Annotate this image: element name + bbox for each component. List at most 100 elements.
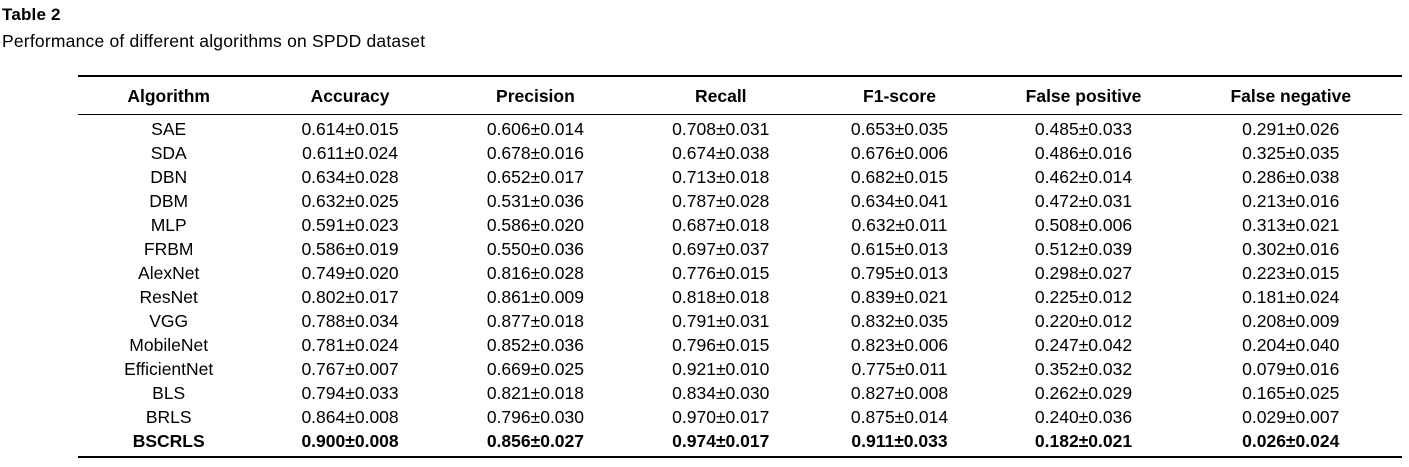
algorithm-name: DBN	[150, 167, 188, 187]
column-header: Recall	[694, 86, 747, 106]
metric-value: 0.586±0.019	[301, 239, 399, 259]
metric-value: 0.213±0.016	[1242, 191, 1340, 211]
algorithm-name: EfficientNet	[124, 359, 214, 379]
header-row: Algorithm Accuracy Precision Recall F1-score…	[78, 76, 1402, 115]
table-row: EfficientNet 0.767±0.007 0.669±0.025 0.921±…	[78, 357, 1402, 381]
metric-value: 0.827±0.008	[850, 383, 949, 403]
algorithm-name: AlexNet	[138, 263, 200, 283]
metric-value: 0.682±0.015	[850, 167, 949, 187]
metric-value: 0.611±0.024	[302, 143, 399, 163]
column-header: False positive	[1025, 86, 1142, 106]
metric-value: 0.531±0.036	[486, 191, 585, 211]
metric-value: 0.856±0.027	[486, 431, 585, 451]
metric-value: 0.861±0.009	[486, 287, 585, 307]
metric-value: 0.029±0.007	[1242, 407, 1340, 427]
metric-value: 0.352±0.032	[1034, 359, 1133, 379]
metric-value: 0.225±0.012	[1034, 287, 1133, 307]
metric-value: 0.632±0.025	[301, 191, 399, 211]
metric-value: 0.606±0.014	[486, 119, 585, 139]
metric-value: 0.247±0.042	[1034, 335, 1133, 355]
metric-value: 0.165±0.025	[1242, 383, 1340, 403]
metric-value: 0.781±0.024	[301, 335, 399, 355]
metric-value: 0.900±0.008	[301, 431, 399, 451]
metric-value: 0.911±0.033	[851, 431, 948, 451]
column-header: Precision	[496, 86, 575, 106]
algorithm-name: FRBM	[143, 239, 194, 259]
metric-value: 0.634±0.041	[850, 191, 949, 211]
table-row: DBN 0.634±0.028 0.652±0.017 0.713±0.018 0.68…	[78, 165, 1402, 189]
algorithm-name: BSCRLS	[132, 431, 205, 451]
table-head: Algorithm Accuracy Precision Recall F1-score…	[78, 76, 1402, 115]
table-row: MLP 0.591±0.023 0.586±0.020 0.687±0.018 0.63…	[78, 213, 1402, 237]
metric-value: 0.508±0.006	[1034, 215, 1133, 235]
metric-value: 0.708±0.031	[672, 119, 770, 139]
metric-value: 0.816±0.028	[486, 263, 585, 283]
metric-value: 0.302±0.016	[1242, 239, 1340, 259]
metric-value: 0.325±0.035	[1242, 143, 1340, 163]
column-header: Accuracy	[310, 86, 390, 106]
metric-value: 0.676±0.006	[850, 143, 949, 163]
metric-value: 0.674±0.038	[672, 143, 770, 163]
metric-value: 0.240±0.036	[1034, 407, 1133, 427]
algorithm-name: VGG	[149, 311, 189, 331]
metric-value: 0.877±0.018	[486, 311, 585, 331]
metric-value: 0.181±0.024	[1242, 287, 1340, 307]
algorithm-name: ResNet	[139, 287, 198, 307]
metric-value: 0.791±0.031	[672, 311, 770, 331]
metric-value: 0.839±0.021	[850, 287, 949, 307]
metric-value: 0.634±0.028	[301, 167, 399, 187]
algorithm-name: BRLS	[145, 407, 192, 427]
metric-value: 0.697±0.037	[672, 239, 770, 259]
metric-value: 0.462±0.014	[1034, 167, 1133, 187]
table-row: AlexNet 0.749±0.020 0.816±0.028 0.776±0.015…	[78, 261, 1402, 285]
algorithm-name: BLS	[152, 383, 186, 403]
table-row: BSCRLS 0.900±0.008 0.856±0.027 0.974±0.017 0…	[78, 429, 1402, 457]
metric-value: 0.653±0.035	[850, 119, 949, 139]
metric-value: 0.298±0.027	[1034, 263, 1133, 283]
table-row: FRBM 0.586±0.019 0.550±0.036 0.697±0.037 0.6…	[78, 237, 1402, 261]
metric-value: 0.208±0.009	[1242, 311, 1340, 331]
metric-value: 0.818±0.018	[672, 287, 770, 307]
metric-value: 0.823±0.006	[850, 335, 949, 355]
table-row: BLS 0.794±0.033 0.821±0.018 0.834±0.030 0.82…	[78, 381, 1402, 405]
algorithm-name: MLP	[150, 215, 187, 235]
metric-value: 0.802±0.017	[301, 287, 399, 307]
metric-value: 0.713±0.018	[672, 167, 770, 187]
metric-value: 0.632±0.011	[851, 215, 948, 235]
metric-value: 0.485±0.033	[1034, 119, 1133, 139]
results-table: Algorithm Accuracy Precision Recall F1-score…	[78, 75, 1402, 458]
metric-value: 0.852±0.036	[486, 335, 585, 355]
metric-value: 0.614±0.015	[301, 119, 399, 139]
metric-value: 0.472±0.031	[1034, 191, 1133, 211]
algorithm-name: MobileNet	[129, 335, 209, 355]
table-row: BRLS 0.864±0.008 0.796±0.030 0.970±0.017 0.8…	[78, 405, 1402, 429]
metric-value: 0.182±0.021	[1034, 431, 1133, 451]
metric-value: 0.970±0.017	[672, 407, 770, 427]
table-row: MobileNet 0.781±0.024 0.852±0.036 0.796±0.0…	[78, 333, 1402, 357]
metric-value: 0.767±0.007	[301, 359, 399, 379]
metric-value: 0.313±0.021	[1242, 215, 1340, 235]
column-header: Algorithm	[127, 86, 210, 106]
table-body: SAE 0.614±0.015 0.606±0.014 0.708±0.031 0.65…	[78, 115, 1402, 458]
metric-value: 0.796±0.015	[672, 335, 770, 355]
metric-value: 0.687±0.018	[672, 215, 770, 235]
metric-value: 0.591±0.023	[301, 215, 399, 235]
metric-value: 0.834±0.030	[672, 383, 770, 403]
metric-value: 0.821±0.018	[486, 383, 585, 403]
metric-value: 0.832±0.035	[850, 311, 949, 331]
metric-value: 0.974±0.017	[672, 431, 770, 451]
metric-value: 0.223±0.015	[1242, 263, 1340, 283]
metric-value: 0.550±0.036	[486, 239, 585, 259]
metric-value: 0.079±0.016	[1242, 359, 1340, 379]
metric-value: 0.776±0.015	[672, 263, 770, 283]
metric-value: 0.921±0.010	[672, 359, 770, 379]
metric-value: 0.026±0.024	[1242, 431, 1340, 451]
metric-value: 0.586±0.020	[486, 215, 585, 235]
metric-value: 0.795±0.013	[850, 263, 949, 283]
metric-value: 0.678±0.016	[486, 143, 585, 163]
metric-value: 0.512±0.039	[1034, 239, 1133, 259]
algorithm-name: SDA	[150, 143, 187, 163]
metric-value: 0.262±0.029	[1034, 383, 1133, 403]
algorithm-name: DBM	[149, 191, 189, 211]
metric-value: 0.652±0.017	[486, 167, 585, 187]
